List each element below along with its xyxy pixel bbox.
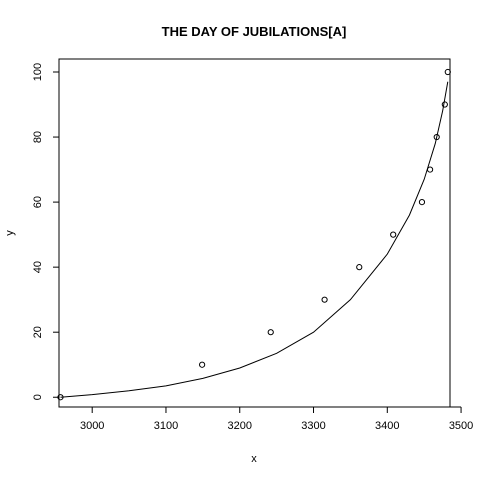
data-point: [390, 231, 397, 238]
data-point: [57, 394, 64, 401]
data-point: [356, 264, 363, 271]
x-tick-label: 3000: [80, 420, 104, 432]
data-point: [433, 133, 440, 141]
y-tick-label: 20: [32, 326, 44, 338]
fitted-curve: [60, 81, 449, 398]
y-tick-label: 60: [32, 196, 44, 208]
y-tick-label: 40: [32, 261, 44, 273]
x-tick-label: 3500: [449, 420, 473, 432]
y-tick-label: 100: [32, 63, 44, 81]
y-axis: 0 20 40 60 80 100: [32, 63, 60, 400]
chart-title: THE DAY OF JUBILATIONS[A]: [162, 24, 347, 39]
y-tick-label: 80: [32, 131, 44, 143]
y-axis-label: y: [4, 230, 16, 236]
x-tick-label: 3300: [301, 420, 325, 432]
data-point: [199, 361, 206, 368]
data-point: [426, 166, 434, 173]
data-point: [418, 199, 426, 206]
x-axis: 3000 3100 3200 3300 3400 3500: [80, 406, 473, 432]
x-tick-label: 3200: [228, 420, 252, 432]
data-point: [267, 329, 274, 336]
data-points: [57, 68, 451, 401]
x-tick-label: 3100: [154, 420, 178, 432]
x-axis-label: x: [251, 453, 257, 465]
data-point: [444, 68, 451, 76]
y-tick-label: 0: [32, 394, 44, 400]
x-tick-label: 3400: [375, 420, 399, 432]
data-point: [321, 296, 328, 303]
data-point: [441, 101, 448, 108]
